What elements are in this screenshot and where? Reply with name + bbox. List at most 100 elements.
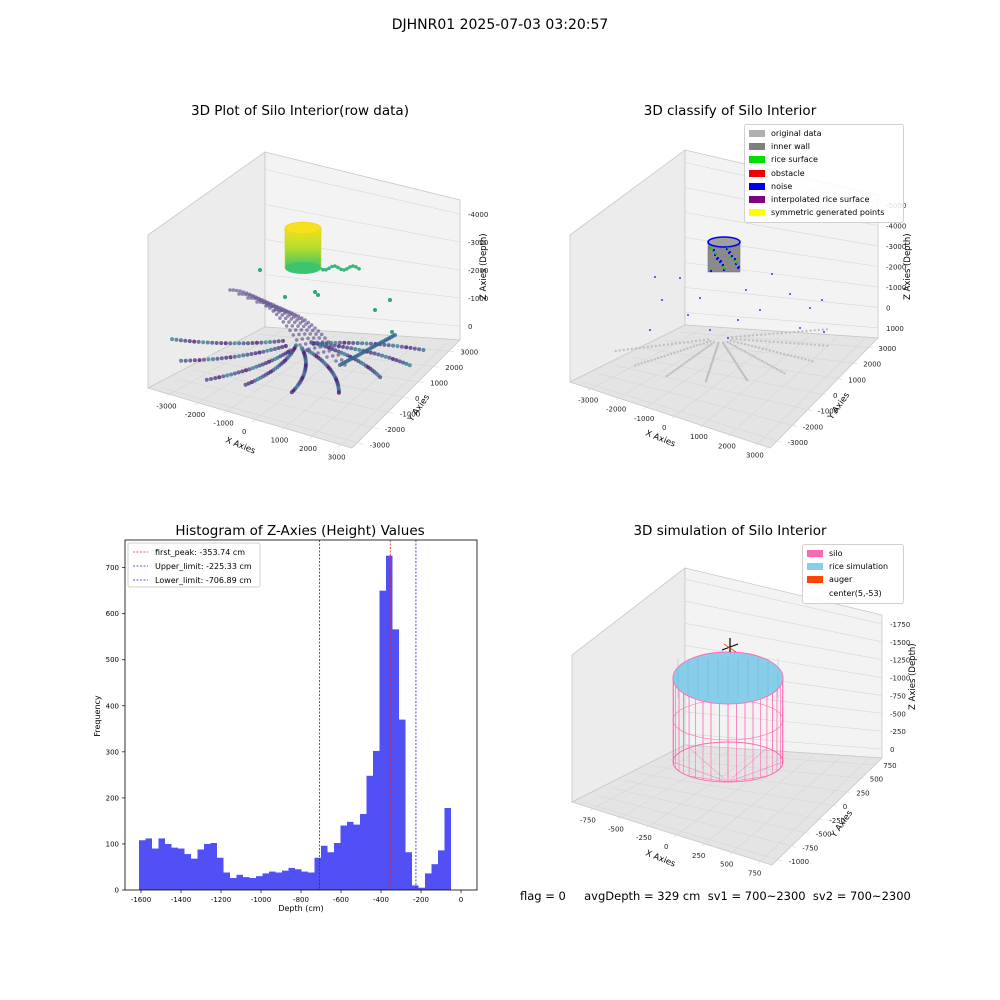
histogram-y-tick-label: 200 <box>106 794 119 802</box>
classify-original-point <box>748 353 751 356</box>
raw-data-point <box>281 338 285 343</box>
cls-z-tick: -3000 <box>886 243 906 251</box>
classify-original-point <box>650 345 653 348</box>
raw-data-point <box>263 340 268 345</box>
sim-z-tick: -1500 <box>890 639 910 647</box>
raw-data-point <box>241 353 246 358</box>
sim-x-tick: 250 <box>692 852 705 860</box>
raw-data-point <box>188 358 193 363</box>
raw-data-point <box>336 344 341 349</box>
raw-data-point <box>209 377 213 381</box>
classify-legend-item: obstacle <box>749 167 899 180</box>
histogram-bar <box>386 555 393 890</box>
classify-original-point <box>653 358 656 361</box>
raw-data-point <box>336 349 341 354</box>
raw-data-point <box>364 341 369 346</box>
histogram-bar <box>321 845 328 890</box>
raw-y-tick: 2000 <box>445 364 463 372</box>
classify-original-point <box>678 341 682 345</box>
classify-original-point <box>679 349 683 352</box>
raw-data-point <box>404 345 409 350</box>
sim-legend-item: silo <box>807 547 899 560</box>
histogram-legend: first_peak: -353.74 cm Upper_limit: -225.… <box>127 542 261 588</box>
classify-original-point <box>758 358 761 361</box>
classify-original-point <box>702 338 706 342</box>
raw-data-point <box>278 316 282 320</box>
raw-data-point <box>301 324 306 329</box>
classify-original-point <box>797 342 800 345</box>
raw-data-point <box>357 347 362 352</box>
classify-original-point <box>728 342 732 345</box>
histogram-bar <box>438 850 445 890</box>
raw-data-point <box>330 354 335 358</box>
raw-data-point <box>254 340 259 345</box>
classify-original-point <box>700 350 703 353</box>
classify-noise-point <box>759 309 761 311</box>
classify-original-point <box>673 369 677 372</box>
raw-data-point <box>316 351 320 355</box>
classify-noise-point <box>661 299 663 301</box>
raw-y-tick: -2000 <box>385 426 405 434</box>
raw-data-point <box>382 342 387 347</box>
histogram-bar <box>288 867 295 890</box>
classify-original-point <box>813 343 817 347</box>
classify-original-point <box>654 344 657 348</box>
raw-data-point <box>204 377 209 382</box>
raw-data-point <box>399 344 404 349</box>
classify-original-point <box>776 341 780 344</box>
histogram-bar <box>158 838 165 890</box>
raw-point-cloud <box>170 221 426 395</box>
classify-original-point <box>704 347 707 350</box>
classify-original-point <box>809 329 812 332</box>
classify-z-axis-label: Z Axies (Depth) <box>903 233 913 300</box>
classify-noise-point <box>789 293 791 295</box>
classify-original-point <box>761 347 764 350</box>
sim-z-tick: -1000 <box>890 675 910 683</box>
raw-data-point <box>243 292 248 297</box>
histogram-bar <box>347 821 354 890</box>
classify-original-point <box>775 368 779 371</box>
raw-data-point <box>270 304 275 309</box>
classify-original-point <box>804 358 807 361</box>
classify-legend-label: inner wall <box>771 142 811 152</box>
classify-original-point <box>666 353 669 357</box>
cls-y-tick: -3000 <box>788 439 808 447</box>
silo-floor-line <box>689 775 729 783</box>
raw-data-point <box>228 341 233 346</box>
raw-data-point <box>354 265 358 269</box>
raw-x-axis-label: X Axies <box>224 436 257 457</box>
classify-surface-point <box>719 259 723 263</box>
classify-original-point <box>681 363 685 366</box>
raw-cylinder-body <box>284 227 322 269</box>
raw-data-point <box>225 373 230 378</box>
classify-original-point <box>809 343 813 346</box>
raw-data-point <box>348 265 352 269</box>
histogram-legend-label: first_peak: -353.74 cm <box>155 548 245 557</box>
classify-original-point <box>689 346 692 349</box>
classify-original-point <box>790 354 793 357</box>
classify-noise-point <box>771 273 773 275</box>
raw-data-point <box>313 290 317 294</box>
raw-data-point <box>221 374 226 379</box>
classify-legend-item: original data <box>749 127 899 140</box>
raw-data-point <box>313 326 317 330</box>
raw-tick-labels: -3000 -2000 -1000 0 1000 2000 3000 -3000 -2000 -1… <box>156 211 488 462</box>
silo-floor-line <box>688 747 729 783</box>
classify-surface-point <box>733 257 737 261</box>
histogram-y-axis-label: Frequency <box>93 695 102 737</box>
raw-data-point <box>217 375 222 380</box>
raw-data-point <box>336 353 341 357</box>
classify-noise-point <box>737 319 739 321</box>
histogram-bar <box>425 873 432 890</box>
classify-original-point <box>772 332 775 335</box>
raw-data-point <box>265 348 270 353</box>
raw-data-point <box>265 301 269 305</box>
raw-data-point <box>321 350 326 354</box>
simulation-plot-title: 3D simulation of Silo Interior <box>633 523 827 539</box>
classify-legend-swatch <box>749 169 765 177</box>
histogram-bar <box>360 814 367 890</box>
raw-data-point <box>294 338 299 342</box>
raw-data-point <box>287 320 291 324</box>
classify-noise-point <box>809 307 811 309</box>
simulation-3d-plot: -750-500-2500250500750-1000-750-500-2500… <box>570 567 918 878</box>
